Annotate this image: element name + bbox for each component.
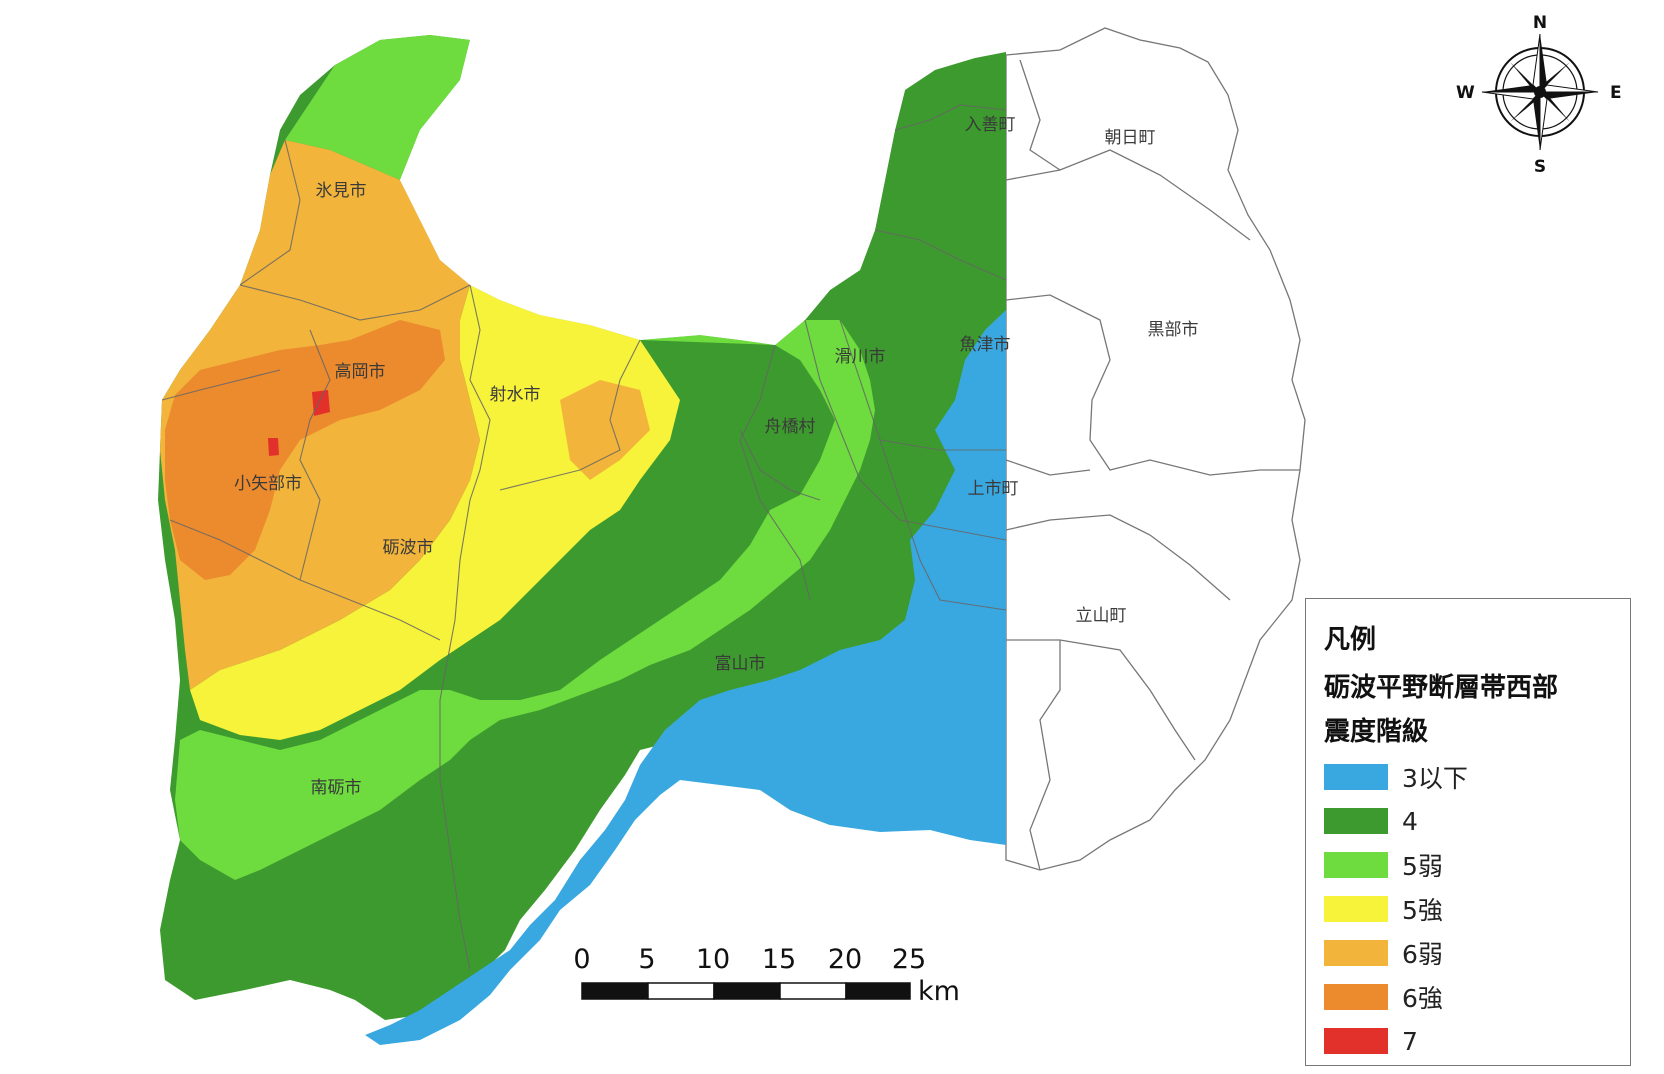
scale-bar: 0 5 10 15 20 25 km — [573, 944, 960, 1007]
legend-swatch — [1324, 764, 1388, 790]
scale-unit: km — [918, 976, 960, 1007]
scale-segment — [845, 982, 911, 1000]
legend-box: 凡例 砺波平野断層帯西部 震度階級 3以下 4 5弱 5強 6弱 6強 7 — [1305, 598, 1631, 1066]
city-label-tonami: 砺波市 — [383, 538, 434, 558]
city-label-nyuzen: 入善町 — [965, 115, 1016, 135]
city-label-himi: 氷見市 — [316, 181, 367, 201]
zone-class-3-below — [365, 310, 1006, 1045]
legend-item: 5弱 — [1324, 851, 1443, 881]
zone-class-5-weak — [285, 35, 470, 180]
legend-label: 5弱 — [1402, 852, 1443, 881]
legend-item: 6強 — [1324, 983, 1443, 1013]
city-label-funahashi: 舟橋村 — [765, 417, 816, 437]
legend-label: 4 — [1402, 806, 1418, 836]
city-labels: 朝日町 入善町 黒部市 魚津市 滑川市 上市町 立山町 舟橋村 富山市 氷見市 … — [234, 115, 1199, 798]
legend-subtitle-unit: 震度階級 — [1324, 717, 1429, 747]
city-label-imizu: 射水市 — [490, 385, 541, 405]
compass-rose: N S E W — [1456, 13, 1622, 177]
compass-south: S — [1534, 157, 1546, 177]
compass-east: E — [1610, 83, 1622, 103]
legend-item: 7 — [1324, 1026, 1418, 1056]
zone-class-7 — [312, 390, 330, 416]
legend-label: 3以下 — [1402, 764, 1468, 793]
scale-tick-25: 25 — [892, 944, 926, 975]
city-label-asahi: 朝日町 — [1105, 128, 1156, 148]
legend-item: 5強 — [1324, 895, 1443, 925]
compass-star-icon — [1481, 33, 1599, 151]
scale-tick-20: 20 — [828, 944, 862, 975]
legend-swatch — [1324, 808, 1388, 834]
city-label-namerikawa: 滑川市 — [835, 347, 886, 367]
legend-swatch — [1324, 852, 1388, 878]
scale-tick-0: 0 — [573, 944, 590, 975]
scale-segment — [647, 982, 715, 1000]
legend-swatch — [1324, 896, 1388, 922]
legend-label: 6強 — [1402, 984, 1443, 1013]
scale-tick-5: 5 — [638, 944, 655, 975]
legend-label: 7 — [1402, 1026, 1418, 1056]
municipal-boundaries — [161, 104, 1007, 971]
eastern-municipalities — [1005, 27, 1306, 871]
legend-item: 4 — [1324, 806, 1418, 836]
city-label-kamiichi: 上市町 — [968, 479, 1019, 499]
city-label-kurobe: 黒部市 — [1148, 320, 1199, 340]
zone-class-5-weak — [175, 320, 875, 880]
zone-class-5-strong — [190, 285, 680, 740]
legend-swatch — [1324, 1028, 1388, 1054]
intensity-zones — [158, 35, 1006, 1045]
compass-west: W — [1456, 83, 1475, 103]
city-label-toyama: 富山市 — [715, 654, 766, 674]
scale-segment — [713, 982, 781, 1000]
scale-tick-15: 15 — [762, 944, 796, 975]
legend-item: 3以下 — [1324, 763, 1468, 793]
city-label-uozu: 魚津市 — [960, 335, 1011, 355]
scale-segment — [581, 982, 649, 1000]
toyama-bay — [400, 40, 905, 345]
legend-label: 5強 — [1402, 896, 1443, 925]
legend-title: 凡例 — [1324, 625, 1377, 655]
legend-item: 6弱 — [1324, 939, 1443, 969]
city-label-takaoka: 高岡市 — [335, 362, 386, 382]
scale-tick-10: 10 — [696, 944, 730, 975]
city-label-tateyama: 立山町 — [1076, 606, 1127, 626]
zone-class-6-weak — [560, 380, 650, 480]
scale-segment — [779, 982, 847, 1000]
zone-class-7 — [268, 438, 279, 456]
legend-swatch — [1324, 940, 1388, 966]
compass-north: N — [1533, 13, 1547, 33]
legend-subtitle: 砺波平野断層帯西部 — [1324, 673, 1559, 703]
legend-label: 6弱 — [1402, 940, 1443, 969]
city-label-oyabe: 小矢部市 — [234, 474, 302, 494]
zone-class-6-strong — [165, 320, 445, 580]
legend-swatch — [1324, 984, 1388, 1010]
city-label-nanto: 南砺市 — [311, 778, 362, 798]
